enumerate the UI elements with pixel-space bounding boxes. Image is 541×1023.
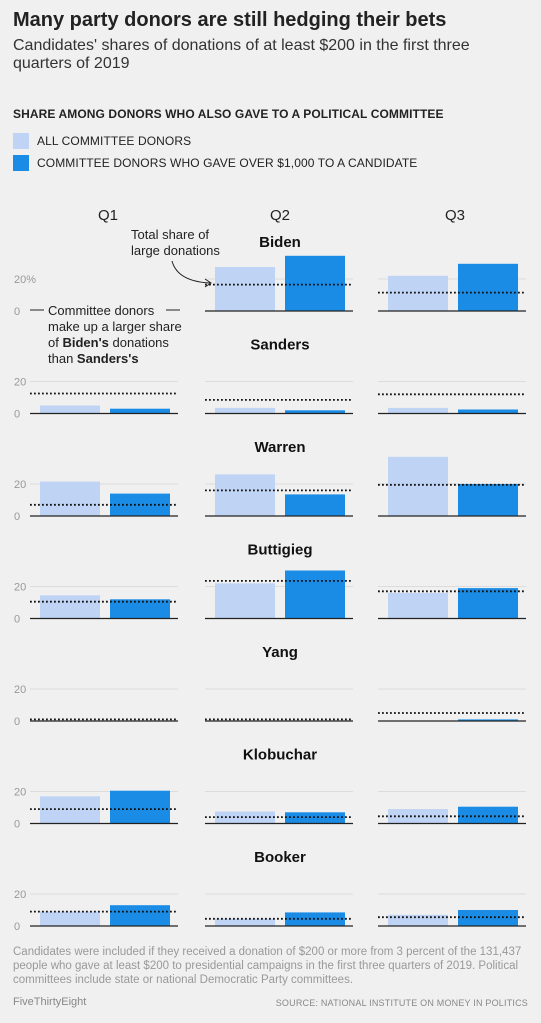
annotation-committee-line2: make up a larger share bbox=[48, 319, 182, 334]
chart-panels: Q1 Q2 Q3 Biden 0 20% Sanders 0 20 Warren 0 20 Buttig… bbox=[14, 207, 526, 933]
bar-large-biden-q3 bbox=[458, 263, 518, 311]
candidate-title-buttigieg: Buttigieg bbox=[248, 542, 313, 559]
annotation-committee-line4: than Sanders's bbox=[48, 351, 139, 366]
chart-title: Many party donors are still hedging thei… bbox=[13, 9, 447, 31]
bar-all-booker-q3 bbox=[388, 914, 448, 926]
bar-all-buttigieg-q3 bbox=[388, 592, 448, 619]
bar-large-warren-q3 bbox=[458, 484, 518, 516]
chart-subtitle: Candidates' shares of donations of at le… bbox=[13, 37, 470, 72]
tick-label-sanders-0: 0 bbox=[14, 409, 20, 421]
section-heading: SHARE AMONG DONORS WHO ALSO GAVE TO A PO… bbox=[13, 107, 444, 121]
legend-item-large: COMMITTEE DONORS WHO GAVE OVER $1,000 TO… bbox=[13, 155, 417, 171]
bar-large-buttigieg-q1 bbox=[110, 599, 170, 619]
bar-large-buttigieg-q2 bbox=[285, 570, 345, 619]
bar-all-warren-q1 bbox=[40, 481, 100, 516]
bar-all-booker-q2 bbox=[215, 918, 275, 926]
tick-label-buttigieg-20: 20 bbox=[14, 582, 26, 594]
tick-label-yang-20: 20 bbox=[14, 684, 26, 696]
candidate-title-warren: Warren bbox=[254, 439, 305, 456]
chart-annotations: Total share of large donations Committee… bbox=[30, 227, 220, 366]
tick-label-buttigieg-0: 0 bbox=[14, 614, 20, 626]
bar-all-buttigieg-q2 bbox=[215, 583, 275, 619]
candidate-title-klobuchar: Klobuchar bbox=[243, 747, 317, 764]
bar-all-buttigieg-q1 bbox=[40, 595, 100, 619]
footnote: Candidates were included if they receive… bbox=[13, 946, 522, 986]
bar-all-warren-q3 bbox=[388, 456, 448, 516]
candidate-title-biden: Biden bbox=[259, 234, 301, 251]
column-header-q1: Q1 bbox=[98, 207, 118, 224]
source-note: SOURCE: NATIONAL INSTITUTE ON MONEY IN P… bbox=[275, 998, 528, 1008]
bar-large-booker-q2 bbox=[285, 912, 345, 926]
bar-all-sanders-q1 bbox=[40, 405, 100, 414]
column-header-q2: Q2 bbox=[270, 207, 290, 224]
bar-large-sanders-q1 bbox=[110, 408, 170, 414]
bar-large-warren-q1 bbox=[110, 493, 170, 516]
bar-large-sanders-q3 bbox=[458, 409, 518, 414]
annotation-arrow bbox=[171, 260, 211, 284]
bar-large-klobuchar-q3 bbox=[458, 806, 518, 824]
tick-label-sanders-20: 20 bbox=[14, 377, 26, 389]
bar-large-yang-q3 bbox=[458, 719, 518, 721]
tick-label-klobuchar-0: 0 bbox=[14, 819, 20, 831]
tick-label-booker-20: 20 bbox=[14, 889, 26, 901]
candidate-title-yang: Yang bbox=[262, 644, 298, 661]
tick-label-warren-0: 0 bbox=[14, 511, 20, 523]
credit: FiveThirtyEight bbox=[13, 996, 87, 1008]
bar-large-klobuchar-q1 bbox=[110, 790, 170, 824]
tick-label-booker-0: 0 bbox=[14, 921, 20, 933]
annotation-committee-line3: of Biden's donations bbox=[48, 335, 169, 350]
bar-all-sanders-q3 bbox=[388, 407, 448, 414]
bar-large-booker-q3 bbox=[458, 910, 518, 926]
legend-label-all: ALL COMMITTEE DONORS bbox=[37, 134, 192, 148]
annotation-total-share-line1: Total share of bbox=[131, 227, 209, 242]
bar-all-sanders-q2 bbox=[215, 407, 275, 414]
legend-swatch-large bbox=[13, 155, 29, 171]
annotation-committee-line1: Committee donors bbox=[48, 303, 155, 318]
tick-label-klobuchar-20: 20 bbox=[14, 787, 26, 799]
legend-label-large: COMMITTEE DONORS WHO GAVE OVER $1,000 TO… bbox=[37, 156, 418, 170]
candidate-title-booker: Booker bbox=[254, 849, 306, 866]
candidate-title-sanders: Sanders bbox=[250, 337, 309, 354]
legend-swatch-all bbox=[13, 133, 29, 149]
bar-large-buttigieg-q3 bbox=[458, 588, 518, 619]
bar-all-warren-q2 bbox=[215, 474, 275, 516]
column-header-q3: Q3 bbox=[445, 207, 465, 224]
legend-item-all: ALL COMMITTEE DONORS bbox=[13, 133, 191, 149]
bar-large-sanders-q2 bbox=[285, 410, 345, 414]
bar-all-biden-q2 bbox=[215, 267, 275, 311]
tick-label-warren-20: 20 bbox=[14, 479, 26, 491]
annotation-arrowhead bbox=[204, 278, 212, 288]
tick-label-yang-0: 0 bbox=[14, 716, 20, 728]
tick-label-biden-20: 20% bbox=[14, 274, 36, 286]
bar-large-klobuchar-q2 bbox=[285, 812, 345, 824]
bar-large-biden-q2 bbox=[285, 255, 345, 311]
bar-large-booker-q1 bbox=[110, 905, 170, 926]
annotation-total-share-line2: large donations bbox=[131, 243, 220, 258]
tick-label-biden-0: 0 bbox=[14, 306, 20, 318]
bar-all-booker-q1 bbox=[40, 911, 100, 926]
bar-large-warren-q2 bbox=[285, 494, 345, 516]
